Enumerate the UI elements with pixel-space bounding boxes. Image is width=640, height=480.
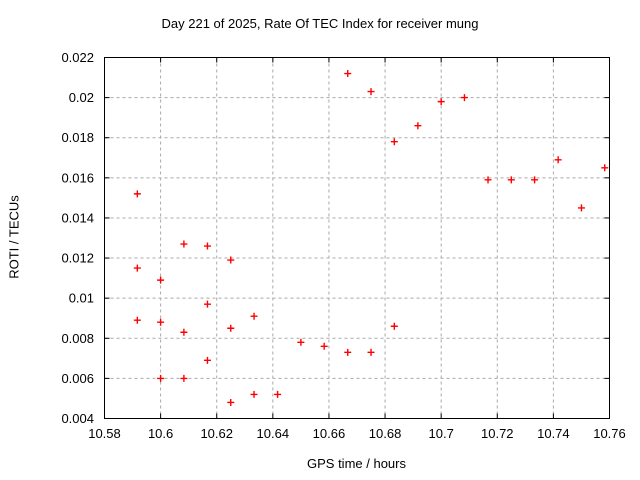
data-point-marker <box>390 138 398 146</box>
data-point-marker <box>157 276 165 284</box>
y-axis-title: ROTI / TECUs <box>6 195 22 279</box>
data-point-marker <box>601 164 609 172</box>
data-point-marker <box>554 156 562 164</box>
x-tick-label: 10.6 <box>148 426 173 441</box>
data-point-marker <box>250 390 258 398</box>
data-point-marker <box>133 316 141 324</box>
data-point-marker <box>157 374 165 382</box>
data-point-marker <box>460 94 468 102</box>
chart-title: Day 221 of 2025, Rate Of TEC Index for r… <box>161 16 479 31</box>
data-point-marker <box>344 70 352 78</box>
data-point-marker <box>133 264 141 272</box>
data-point-marker <box>274 390 282 398</box>
data-point-marker <box>507 176 515 184</box>
y-tick-label: 0.014 <box>61 210 94 225</box>
data-point-marker <box>227 398 235 406</box>
data-point-marker <box>227 324 235 332</box>
x-tick-label: 10.68 <box>369 426 402 441</box>
data-point-marker <box>157 318 165 326</box>
data-point-marker <box>180 240 188 248</box>
y-tick-label: 0.02 <box>69 90 94 105</box>
data-point-marker <box>437 98 445 106</box>
data-point-marker <box>227 256 235 264</box>
data-point-marker <box>203 242 211 250</box>
data-point-marker <box>367 348 375 356</box>
data-point-marker <box>203 300 211 308</box>
y-tick-label: 0.008 <box>61 331 94 346</box>
data-point-marker <box>531 176 539 184</box>
plot-border <box>104 57 610 419</box>
x-tick-label: 10.64 <box>257 426 290 441</box>
y-tick-label: 0.018 <box>61 130 94 145</box>
data-point-marker <box>180 328 188 336</box>
data-point-marker <box>180 374 188 382</box>
x-tick-label: 10.74 <box>537 426 570 441</box>
data-point-marker <box>203 356 211 364</box>
y-tick-label: 0.012 <box>61 251 94 266</box>
x-tick-label: 10.58 <box>88 426 121 441</box>
y-tick-label: 0.016 <box>61 170 94 185</box>
data-point-marker <box>133 190 141 198</box>
data-point-marker <box>414 122 422 130</box>
data-point-marker <box>344 348 352 356</box>
data-point-marker <box>367 88 375 96</box>
data-point-marker <box>297 338 305 346</box>
x-tick-label: 10.66 <box>313 426 346 441</box>
y-tick-label: 0.022 <box>61 50 94 65</box>
y-tick-label: 0.01 <box>69 291 94 306</box>
x-tick-label: 10.72 <box>481 426 514 441</box>
x-tick-label: 10.76 <box>593 426 626 441</box>
data-point-marker <box>577 204 585 212</box>
x-tick-label: 10.62 <box>200 426 233 441</box>
data-point-marker <box>320 342 328 350</box>
y-tick-label: 0.004 <box>61 411 94 426</box>
data-point-marker <box>390 322 398 330</box>
y-tick-label: 0.006 <box>61 371 94 386</box>
data-point-marker <box>484 176 492 184</box>
data-point-marker <box>250 312 258 320</box>
x-axis-title: GPS time / hours <box>307 456 406 471</box>
x-tick-label: 10.7 <box>429 426 454 441</box>
